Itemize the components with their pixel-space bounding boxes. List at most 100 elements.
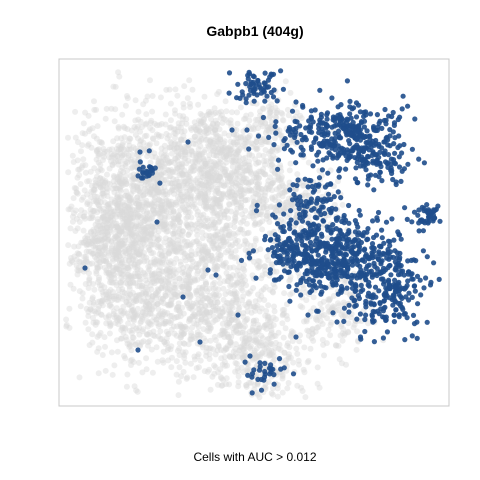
cell-point-low xyxy=(237,204,244,211)
cell-point-low xyxy=(237,219,244,226)
cell-point-high xyxy=(273,119,279,125)
cell-point-low xyxy=(142,121,149,128)
cell-point-low xyxy=(229,159,236,166)
cell-point-low xyxy=(149,108,156,115)
cell-point-high xyxy=(246,255,253,261)
cell-point-low xyxy=(127,197,133,204)
cell-point-low xyxy=(193,154,200,161)
cell-point-low xyxy=(125,266,132,273)
cell-point-low xyxy=(217,114,224,121)
cell-point-low xyxy=(250,215,257,222)
cell-point-low xyxy=(201,149,208,156)
cell-point-low xyxy=(211,126,218,133)
cell-point-low xyxy=(264,212,270,219)
cell-point-low xyxy=(109,161,116,168)
cell-point-low xyxy=(278,174,285,180)
cell-point-low xyxy=(88,182,95,189)
cell-point-low xyxy=(154,244,161,251)
cell-point-low xyxy=(125,271,132,278)
cell-point-low xyxy=(202,163,209,170)
cell-point-high xyxy=(329,95,335,101)
cell-point-low xyxy=(144,215,151,222)
cell-point-high xyxy=(371,234,377,241)
cell-point-low xyxy=(127,214,134,221)
cell-point-low xyxy=(173,144,180,151)
cell-point-low xyxy=(168,140,175,147)
cell-point-high xyxy=(245,76,251,82)
cell-point-low xyxy=(127,357,134,364)
cell-point-low xyxy=(191,124,198,131)
cell-point-low xyxy=(211,199,218,206)
cell-point-low xyxy=(190,140,197,147)
cell-point-low xyxy=(181,193,188,200)
cell-point-low xyxy=(238,186,245,193)
cell-point-low xyxy=(207,166,214,173)
cell-point-low xyxy=(96,303,103,310)
cell-point-low xyxy=(275,146,282,153)
cell-point-low xyxy=(188,214,195,221)
cell-point-low xyxy=(203,205,210,212)
cell-point-low xyxy=(127,135,134,142)
cell-point-high xyxy=(262,98,268,104)
cell-point-low xyxy=(63,323,70,330)
cell-point-low xyxy=(210,221,216,228)
cell-point-low xyxy=(197,151,204,158)
cell-point-low xyxy=(231,282,238,289)
cell-point-low xyxy=(151,199,158,206)
cell-point-low xyxy=(100,190,107,197)
cell-point-high xyxy=(281,211,287,217)
cell-point-low xyxy=(122,248,129,255)
cell-point-low xyxy=(246,158,253,165)
cell-point-low xyxy=(199,119,206,126)
cell-point-high xyxy=(327,151,333,158)
cell-point-low xyxy=(218,142,225,149)
cell-point-low xyxy=(175,189,182,196)
cell-point-low xyxy=(111,272,118,278)
cell-point-low xyxy=(179,228,186,235)
cell-point-low xyxy=(196,151,203,158)
cell-point-low xyxy=(166,124,173,131)
cell-point-low xyxy=(95,238,102,244)
cell-point-low xyxy=(258,186,265,192)
cell-point-high xyxy=(377,169,383,175)
cell-point-low xyxy=(123,250,130,256)
cell-point-low xyxy=(221,278,228,285)
cell-point-low xyxy=(119,164,126,171)
cell-point-low xyxy=(221,211,227,218)
cell-point-high xyxy=(365,173,372,179)
cell-point-low xyxy=(210,148,217,155)
cell-point-low xyxy=(191,167,198,174)
cell-point-low xyxy=(124,371,131,378)
cell-point-low xyxy=(111,211,118,218)
cell-point-low xyxy=(152,186,159,193)
cell-point-low xyxy=(182,178,189,185)
cell-point-low xyxy=(198,222,205,229)
cell-point-low xyxy=(226,188,233,195)
cell-point-low xyxy=(172,180,179,187)
cell-point-low xyxy=(178,160,185,167)
cell-point-low xyxy=(124,211,131,218)
cell-point-low xyxy=(79,162,86,169)
cell-point-low xyxy=(267,174,273,181)
cell-point-low xyxy=(125,248,132,255)
cell-point-low xyxy=(141,231,148,238)
cell-point-low xyxy=(265,302,272,309)
cell-point-low xyxy=(134,244,141,251)
cell-point-low xyxy=(217,210,224,217)
cell-point-low xyxy=(249,327,256,334)
cell-point-high xyxy=(391,122,397,128)
cell-point-low xyxy=(85,270,92,277)
cell-point-low xyxy=(268,101,275,108)
cell-point-low xyxy=(176,226,183,233)
cell-point-low xyxy=(206,356,213,362)
cell-point-low xyxy=(226,201,232,207)
cell-point-low xyxy=(226,201,233,208)
cell-point-low xyxy=(159,201,166,208)
cell-point-low xyxy=(246,164,253,171)
cell-point-low xyxy=(260,170,267,177)
cell-point-low xyxy=(221,130,228,137)
cell-point-low xyxy=(269,194,276,201)
cell-point-low xyxy=(196,128,203,135)
cell-point-low xyxy=(90,198,97,205)
cell-point-low xyxy=(117,187,124,194)
